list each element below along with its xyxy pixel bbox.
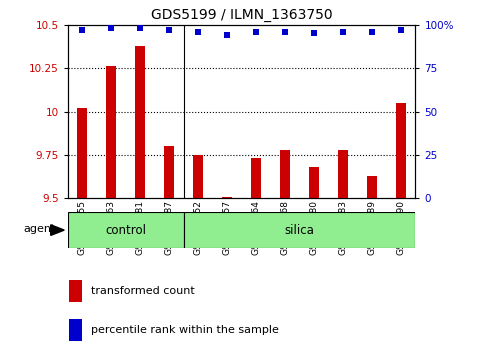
Point (194, 29, 202, 35)
Text: percentile rank within the sample: percentile rank within the sample (91, 325, 279, 335)
Bar (106, 67, 116, 198)
Point (107, 25, 115, 31)
Point (78, 27, 86, 33)
Title: GDS5199 / ILMN_1363750: GDS5199 / ILMN_1363750 (151, 8, 332, 22)
Bar (135, 46, 145, 198)
Bar (251, 158, 261, 198)
Bar (193, 155, 203, 198)
Bar (309, 167, 319, 198)
Bar (280, 150, 290, 198)
Bar (69, 319, 82, 341)
Text: control: control (105, 224, 146, 236)
Bar (396, 103, 406, 198)
Point (165, 27, 173, 33)
Point (223, 32, 231, 38)
Bar (184, 212, 415, 248)
Bar (68, 212, 184, 248)
Point (397, 27, 405, 33)
Bar (77, 108, 87, 198)
Polygon shape (51, 225, 64, 235)
Bar (367, 176, 377, 198)
Point (252, 29, 260, 35)
Text: agent: agent (24, 224, 56, 234)
Text: transformed count: transformed count (91, 286, 195, 296)
Bar (69, 280, 82, 302)
Point (368, 29, 376, 35)
Bar (338, 150, 348, 198)
Point (281, 29, 289, 35)
Point (310, 30, 318, 36)
Point (339, 29, 347, 35)
Bar (222, 196, 232, 198)
Text: silica: silica (284, 224, 314, 236)
Bar (164, 146, 174, 198)
Point (136, 25, 144, 31)
